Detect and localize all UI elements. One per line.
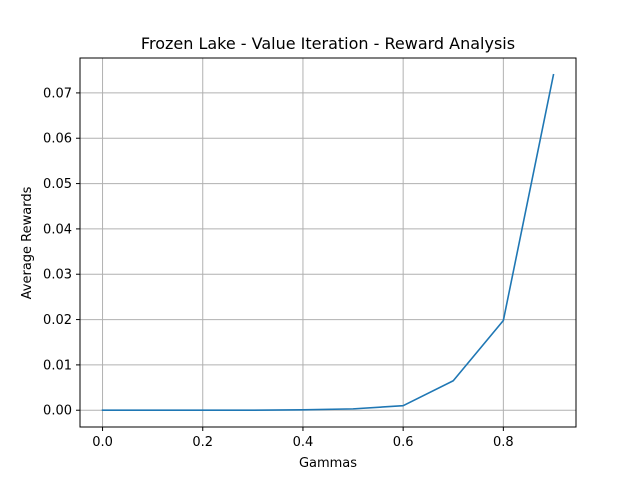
- y-tick-label: 0.00: [43, 404, 72, 419]
- y-tick-label: 0.01: [43, 358, 72, 373]
- x-tick-label: 0.4: [293, 435, 314, 450]
- x-tick-label: 0.2: [192, 435, 213, 450]
- chart-title: Frozen Lake - Value Iteration - Reward A…: [141, 34, 515, 53]
- x-tick-label: 0.8: [493, 435, 514, 450]
- y-tick-label: 0.02: [43, 313, 72, 328]
- y-tick-label: 0.04: [43, 222, 72, 237]
- x-axis-label: Gammas: [299, 456, 357, 471]
- y-axis-ticks: 0.00 0.01 0.02 0.03 0.04 0.05 0.06 0.07: [43, 86, 80, 419]
- plot-area-frame: [79, 57, 577, 428]
- series-layer: [101, 73, 555, 412]
- y-tick-label: 0.06: [43, 132, 72, 147]
- y-tick-label: 0.05: [43, 177, 72, 192]
- y-tick-label: 0.07: [43, 86, 72, 101]
- x-tick-label: 0.0: [92, 435, 113, 450]
- x-axis-ticks: 0.0 0.2 0.4 0.6 0.8: [92, 427, 514, 450]
- x-tick-label: 0.6: [393, 435, 414, 450]
- series-line: [101, 73, 555, 412]
- y-tick-label: 0.03: [43, 268, 72, 283]
- y-axis-label: Average Rewards: [20, 186, 35, 299]
